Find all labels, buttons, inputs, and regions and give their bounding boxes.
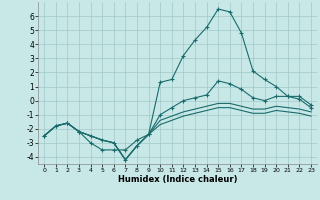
X-axis label: Humidex (Indice chaleur): Humidex (Indice chaleur) — [118, 175, 237, 184]
